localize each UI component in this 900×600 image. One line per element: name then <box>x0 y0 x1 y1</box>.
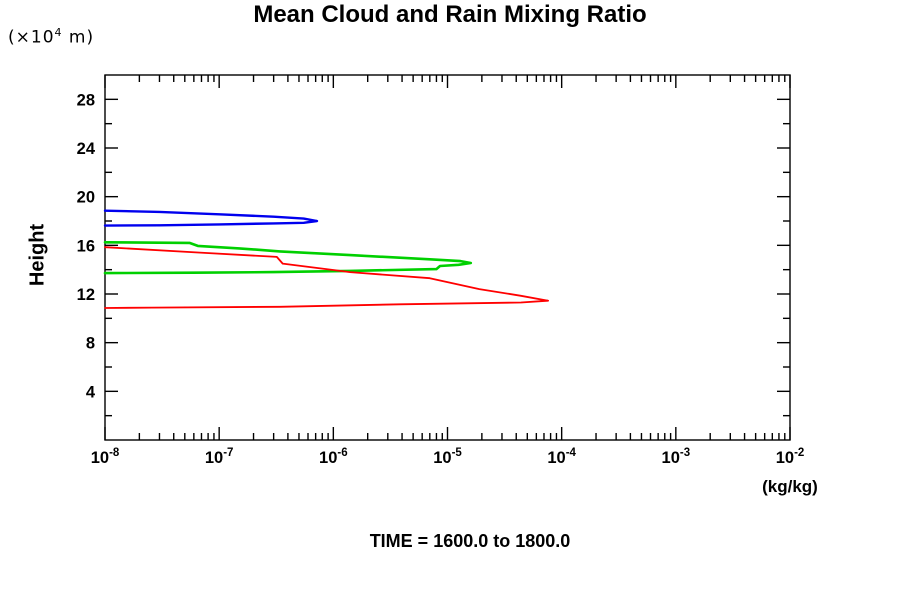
y-axis-unit-label: (×104 m) <box>8 26 94 48</box>
y-tick-label: 8 <box>86 335 95 353</box>
y-tick-label: 12 <box>77 286 95 304</box>
y-unit-suffix: m) <box>62 27 95 48</box>
y-tick-label: 4 <box>86 383 96 401</box>
y-unit-exponent: 4 <box>54 26 63 39</box>
y-unit-prefix: (×10 <box>8 27 55 48</box>
curve-green-profile <box>103 241 473 275</box>
y-tick-label: 16 <box>77 237 95 255</box>
time-caption: TIME = 1600.0 to 1800.0 <box>369 531 571 551</box>
x-tick-label: 10-2 <box>776 447 805 467</box>
y-tick-label: 28 <box>77 91 95 109</box>
y-tick-label: 24 <box>77 140 96 158</box>
x-axis-unit-label: (kg/kg) <box>762 477 818 496</box>
x-tick-label: 10-4 <box>547 447 576 467</box>
x-tick-label: 10-3 <box>662 447 691 467</box>
x-tick-label: 10-8 <box>91 447 120 467</box>
chart-title: Mean Cloud and Rain Mixing Ratio <box>253 1 647 28</box>
x-tick-label: 10-5 <box>433 447 462 467</box>
plot-frame <box>104 74 791 441</box>
x-tick-label: 10-7 <box>205 447 234 467</box>
curve-red-profile <box>104 246 549 309</box>
x-tick-label: 10-6 <box>319 447 348 467</box>
y-tick-label: 20 <box>77 189 95 207</box>
curve-blue-profile <box>103 209 319 227</box>
